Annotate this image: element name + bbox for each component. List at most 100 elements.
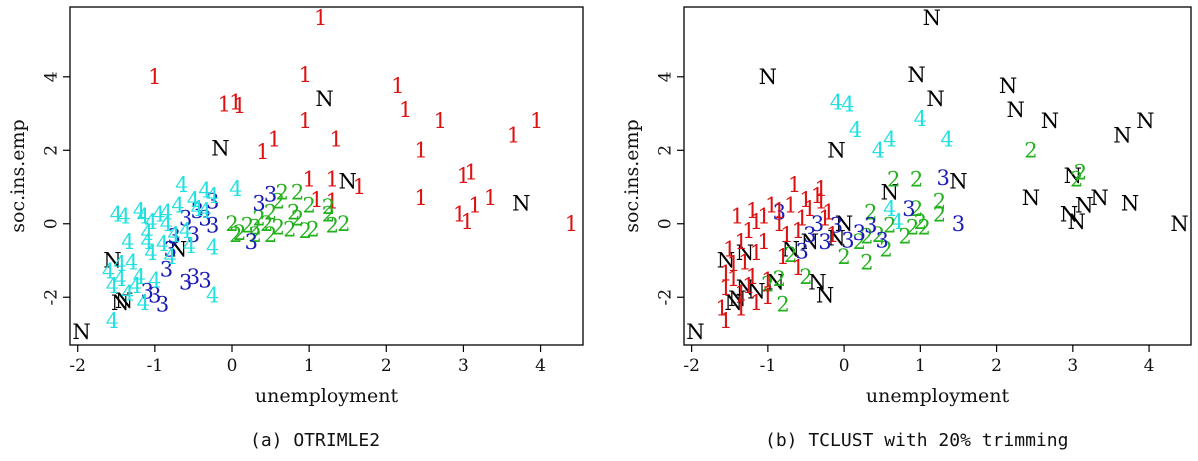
data-point-cluster-N: N bbox=[801, 230, 819, 254]
data-point-cluster-1: 1 bbox=[765, 193, 778, 217]
data-point-cluster-3: 3 bbox=[773, 201, 786, 225]
data-point-cluster-N: N bbox=[1041, 109, 1059, 133]
data-point-cluster-4: 4 bbox=[140, 221, 153, 245]
data-point-cluster-3: 3 bbox=[937, 166, 950, 190]
data-point-cluster-1: 1 bbox=[826, 223, 839, 247]
data-point-cluster-4: 4 bbox=[229, 177, 242, 201]
caption-tclust: (b) TCLUST with 20% trimming bbox=[765, 430, 1069, 451]
data-point-cluster-N: N bbox=[766, 271, 784, 295]
data-point-cluster-3: 3 bbox=[187, 265, 200, 289]
data-point-cluster-2: 2 bbox=[233, 221, 246, 245]
data-point-cluster-N: N bbox=[717, 249, 735, 273]
y-tick-label: -2 bbox=[42, 289, 62, 306]
data-point-cluster-3: 3 bbox=[148, 283, 161, 307]
data-point-cluster-4: 4 bbox=[187, 188, 200, 212]
data-point-cluster-4: 4 bbox=[137, 291, 150, 315]
data-point-cluster-1: 1 bbox=[815, 190, 828, 214]
data-point-cluster-2: 2 bbox=[799, 265, 812, 289]
x-tick-label: 0 bbox=[839, 356, 850, 376]
data-point-cluster-N: N bbox=[907, 63, 925, 87]
data-point-cluster-2: 2 bbox=[291, 206, 304, 230]
y-axis-label: soc.ins.emp bbox=[621, 119, 643, 232]
data-point-cluster-2: 2 bbox=[883, 214, 896, 238]
data-point-cluster-2: 2 bbox=[248, 223, 261, 247]
data-point-cluster-3: 3 bbox=[156, 293, 169, 317]
data-point-cluster-N: N bbox=[686, 320, 704, 344]
x-tick-label: 3 bbox=[1067, 356, 1078, 376]
data-point-cluster-4: 4 bbox=[102, 260, 115, 284]
data-point-cluster-3: 3 bbox=[264, 182, 277, 206]
data-point-cluster-4: 4 bbox=[133, 199, 146, 223]
data-point-cluster-4: 4 bbox=[183, 234, 196, 258]
data-point-cluster-4: 4 bbox=[106, 309, 119, 333]
caption-otrimle2: (a) OTRIMLE2 bbox=[250, 430, 381, 451]
data-point-cluster-2: 2 bbox=[906, 215, 919, 239]
data-point-cluster-2: 2 bbox=[272, 215, 285, 239]
data-point-cluster-1: 1 bbox=[822, 201, 835, 225]
data-point-cluster-2: 2 bbox=[229, 223, 242, 247]
data-point-cluster-4: 4 bbox=[144, 241, 157, 265]
data-point-cluster-2: 2 bbox=[322, 203, 335, 227]
data-point-cluster-2: 2 bbox=[241, 214, 254, 238]
data-point-cluster-1: 1 bbox=[391, 74, 404, 98]
data-point-cluster-N: N bbox=[211, 136, 229, 160]
data-point-cluster-N: N bbox=[736, 241, 754, 265]
data-point-cluster-N: N bbox=[512, 192, 530, 216]
data-point-cluster-1: 1 bbox=[229, 91, 242, 115]
data-point-cluster-N: N bbox=[1006, 98, 1024, 122]
data-point-cluster-2: 2 bbox=[776, 293, 789, 317]
data-point-cluster-2: 2 bbox=[1074, 160, 1087, 184]
data-point-cluster-2: 2 bbox=[887, 168, 900, 192]
data-point-cluster-N: N bbox=[111, 291, 129, 315]
data-point-cluster-1: 1 bbox=[734, 282, 747, 306]
data-point-cluster-3: 3 bbox=[803, 223, 816, 247]
data-point-cluster-4: 4 bbox=[872, 138, 885, 162]
panel-otrimle2: -2 -1 0 1 2 3 4 -2 0 2 4 unemployment soc.ins.emp 1 1 1… bbox=[7, 6, 584, 451]
data-point-cluster-N: N bbox=[827, 138, 845, 162]
y-tick-label: 2 bbox=[656, 145, 676, 156]
plot-frame bbox=[683, 6, 1192, 346]
data-point-cluster-1: 1 bbox=[530, 109, 543, 133]
data-point-cluster-N: N bbox=[1090, 186, 1108, 210]
data-point-cluster-2: 2 bbox=[917, 215, 930, 239]
data-point-cluster-1: 1 bbox=[750, 291, 763, 315]
data-point-cluster-2: 2 bbox=[761, 272, 774, 296]
data-point-cluster-1: 1 bbox=[414, 186, 427, 210]
x-axis-label: unemployment bbox=[866, 385, 1010, 407]
data-point-cluster-4: 4 bbox=[160, 201, 173, 225]
data-point-cluster-3: 3 bbox=[252, 192, 265, 216]
data-point-cluster-4: 4 bbox=[110, 203, 123, 227]
data-point-cluster-4: 4 bbox=[152, 203, 165, 227]
data-point-cluster-1: 1 bbox=[453, 203, 466, 227]
data-point-cluster-3: 3 bbox=[206, 190, 219, 214]
panel-tclust: -2 -1 0 1 2 3 4 -2 0 2 4 unemployment soc.ins.emp N N N… bbox=[600, 0, 1198, 461]
data-point-cluster-3: 3 bbox=[830, 214, 843, 238]
data-point-cluster-2: 2 bbox=[299, 219, 312, 243]
data-point-cluster-2: 2 bbox=[837, 245, 850, 269]
data-point-cluster-3: 3 bbox=[140, 280, 153, 304]
data-point-cluster-4: 4 bbox=[175, 173, 188, 197]
data-point-cluster-1: 1 bbox=[788, 173, 801, 197]
data-point-cluster-4: 4 bbox=[883, 197, 896, 221]
data-point-cluster-N: N bbox=[923, 6, 941, 30]
data-point-cluster-4: 4 bbox=[156, 232, 169, 256]
data-point-cluster-1: 1 bbox=[761, 269, 774, 293]
data-point-cluster-N: N bbox=[1136, 109, 1154, 133]
data-point-cluster-2: 2 bbox=[773, 267, 786, 291]
data-point-cluster-1: 1 bbox=[565, 212, 578, 236]
data-point-cluster-4: 4 bbox=[191, 197, 204, 221]
data-point-cluster-2: 2 bbox=[910, 168, 923, 192]
data-point-cluster-1: 1 bbox=[750, 210, 763, 234]
data-point-cluster-4: 4 bbox=[121, 230, 134, 254]
data-point-cluster-3: 3 bbox=[902, 197, 915, 221]
data-point-cluster-N: N bbox=[881, 181, 899, 205]
data-point-cluster-1: 1 bbox=[734, 230, 747, 254]
data-point-cluster-2: 2 bbox=[283, 217, 296, 241]
data-point-cluster-4: 4 bbox=[106, 274, 119, 298]
data-point-cluster-2: 2 bbox=[1024, 138, 1037, 162]
data-point-cluster-1: 1 bbox=[742, 219, 755, 243]
data-point-cluster-1: 1 bbox=[268, 127, 281, 151]
data-point-cluster-1: 1 bbox=[761, 285, 774, 309]
data-point-cluster-1: 1 bbox=[723, 237, 736, 261]
